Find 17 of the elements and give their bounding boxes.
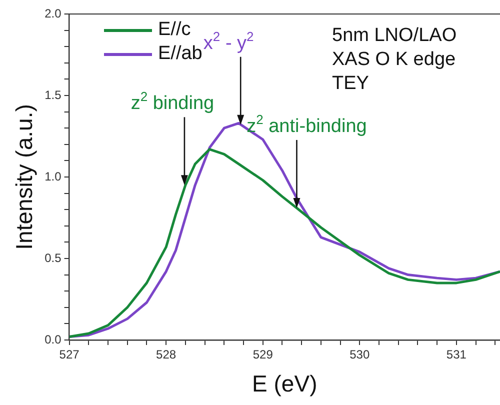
y-tick-label: 0.0 (44, 332, 62, 346)
legend-label: E//ab (158, 42, 202, 66)
y-tick-label: 2.0 (44, 6, 62, 20)
y-axis-title: Intensity (a.u.) (11, 104, 38, 250)
x-tick-label: 530 (350, 348, 370, 362)
x-tick-label: 527 (59, 348, 80, 362)
x-tick-label: 528 (156, 348, 176, 362)
x-tick-label: 529 (252, 348, 274, 362)
legend-label: E//c (158, 18, 191, 42)
annotation: 5nm LNO/LAO (332, 24, 457, 48)
annotation: TEY (332, 72, 370, 96)
y-tick-label: 1.0 (44, 169, 62, 184)
x-tick-label: 531 (446, 348, 467, 362)
annotation: XAS O K edge (332, 48, 457, 72)
y-tick-label: 0.5 (44, 250, 62, 265)
y-tick-label: 1.5 (44, 88, 62, 102)
x-axis-title: E (eV) (252, 370, 318, 397)
